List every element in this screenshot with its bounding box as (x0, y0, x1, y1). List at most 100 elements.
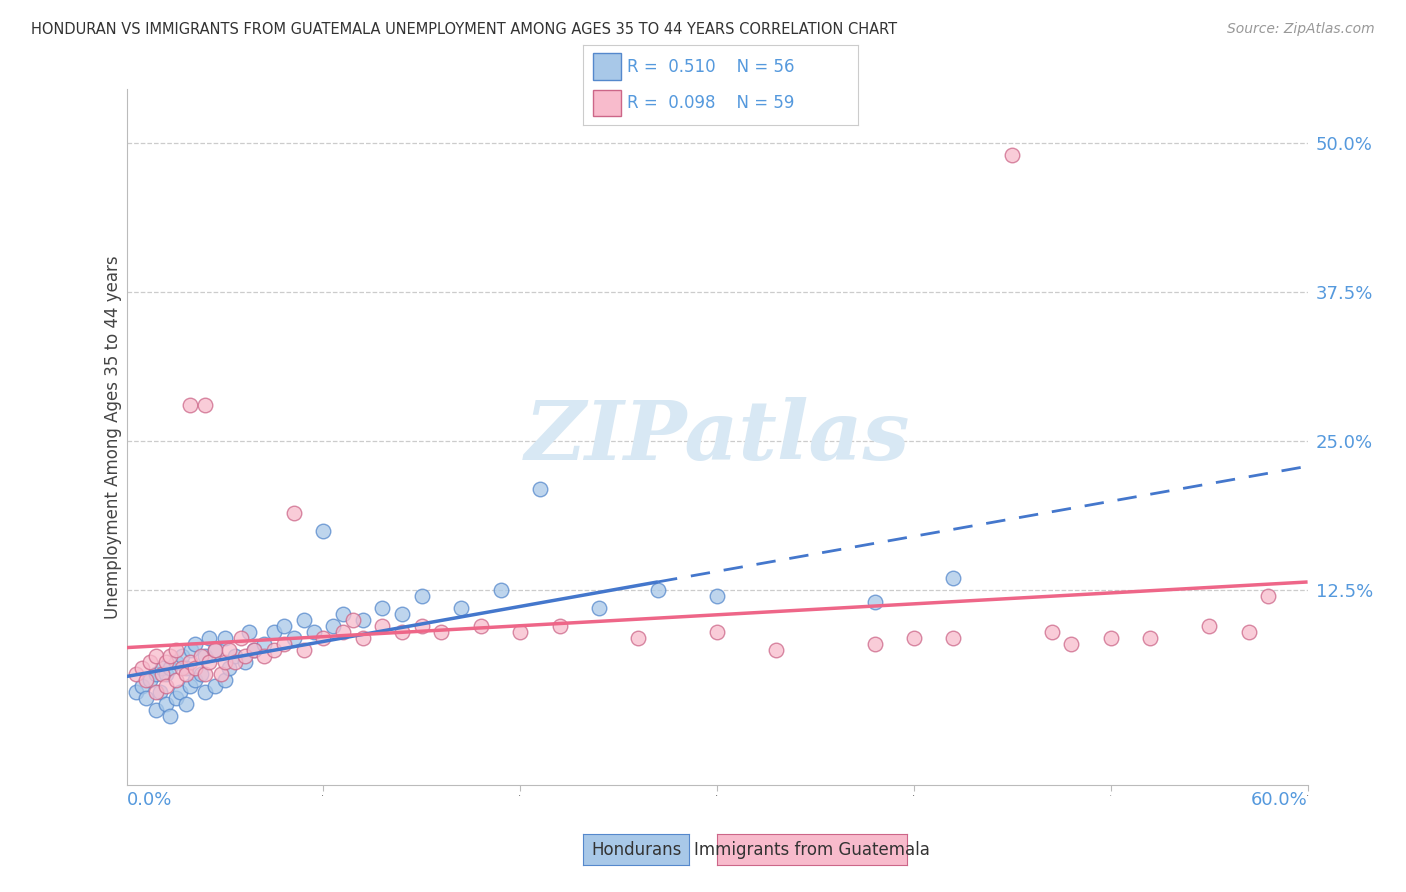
Point (204, 679, 226, 693)
Point (1040, 625, 1063, 640)
Point (139, 673, 162, 687)
Point (198, 655, 221, 669)
Point (243, 643, 266, 657)
Text: HONDURAN VS IMMIGRANTS FROM GUATEMALA UNEMPLOYMENT AMONG AGES 35 TO 44 YEARS COR: HONDURAN VS IMMIGRANTS FROM GUATEMALA UN… (31, 22, 897, 37)
Point (548, 619, 571, 633)
Point (145, 667, 167, 681)
Point (411, 619, 433, 633)
Point (204, 643, 226, 657)
Point (131, 679, 153, 693)
Point (224, 649, 246, 664)
Point (170, 661, 193, 675)
Point (165, 643, 187, 657)
Point (263, 643, 285, 657)
Point (135, 673, 157, 687)
Point (292, 613, 315, 627)
Point (125, 685, 148, 699)
Point (243, 643, 266, 657)
Point (214, 631, 236, 645)
Point (224, 655, 246, 669)
Point (1257, 590, 1279, 604)
Point (180, 643, 202, 657)
Point (238, 625, 260, 640)
Point (706, 625, 728, 640)
Point (1139, 631, 1161, 645)
Point (765, 643, 787, 657)
Point (322, 619, 344, 633)
Point (470, 619, 492, 633)
Point (155, 679, 177, 693)
Point (218, 643, 240, 657)
Text: R =  0.510    N = 56: R = 0.510 N = 56 (627, 58, 794, 76)
Point (292, 643, 315, 657)
Point (159, 661, 181, 675)
Point (218, 661, 240, 675)
Point (159, 649, 181, 664)
Point (706, 590, 728, 604)
Point (1237, 625, 1260, 640)
Point (135, 690, 157, 705)
Text: 0.0%: 0.0% (127, 791, 172, 809)
Point (450, 601, 472, 615)
Point (184, 637, 207, 651)
Point (332, 625, 354, 640)
Point (214, 673, 236, 687)
Point (155, 697, 177, 711)
Point (529, 482, 551, 496)
Point (209, 667, 232, 681)
Point (174, 667, 197, 681)
Point (647, 583, 669, 598)
Point (627, 631, 650, 645)
Point (430, 625, 453, 640)
Point (489, 583, 512, 598)
Point (283, 506, 305, 520)
Point (233, 649, 256, 664)
Point (302, 625, 325, 640)
Point (145, 685, 167, 699)
Point (1060, 637, 1083, 651)
Point (174, 661, 197, 675)
Point (165, 690, 187, 705)
Point (179, 399, 201, 413)
Point (342, 613, 364, 627)
Point (1099, 631, 1122, 645)
Text: Source: ZipAtlas.com: Source: ZipAtlas.com (1227, 22, 1375, 37)
Point (1198, 619, 1220, 633)
Point (352, 613, 374, 627)
Point (863, 637, 886, 651)
Text: Immigrants from Guatemala: Immigrants from Guatemala (695, 840, 929, 859)
Point (170, 649, 193, 664)
Point (411, 590, 433, 604)
Point (149, 685, 172, 699)
Point (263, 625, 285, 640)
Point (159, 708, 181, 723)
Text: Hondurans: Hondurans (591, 840, 682, 859)
Point (942, 631, 965, 645)
Point (165, 673, 187, 687)
Point (179, 679, 201, 693)
Point (194, 649, 217, 664)
Y-axis label: Unemployment Among Ages 35 to 44 years: Unemployment Among Ages 35 to 44 years (104, 255, 122, 619)
Point (198, 631, 221, 645)
Point (184, 673, 207, 687)
Point (273, 619, 295, 633)
Point (371, 601, 394, 615)
Point (214, 655, 236, 669)
Point (204, 643, 226, 657)
Point (312, 524, 335, 538)
Point (190, 649, 212, 664)
Point (352, 631, 374, 645)
Point (150, 661, 173, 675)
Text: ZIPatlas: ZIPatlas (524, 397, 910, 477)
Point (903, 631, 925, 645)
Point (273, 637, 295, 651)
Point (588, 601, 610, 615)
Point (332, 607, 354, 622)
Point (391, 607, 413, 622)
Point (253, 637, 276, 651)
Point (145, 649, 167, 664)
Text: 60.0%: 60.0% (1251, 791, 1308, 809)
Point (942, 572, 965, 586)
Point (194, 667, 217, 681)
Point (155, 667, 177, 681)
